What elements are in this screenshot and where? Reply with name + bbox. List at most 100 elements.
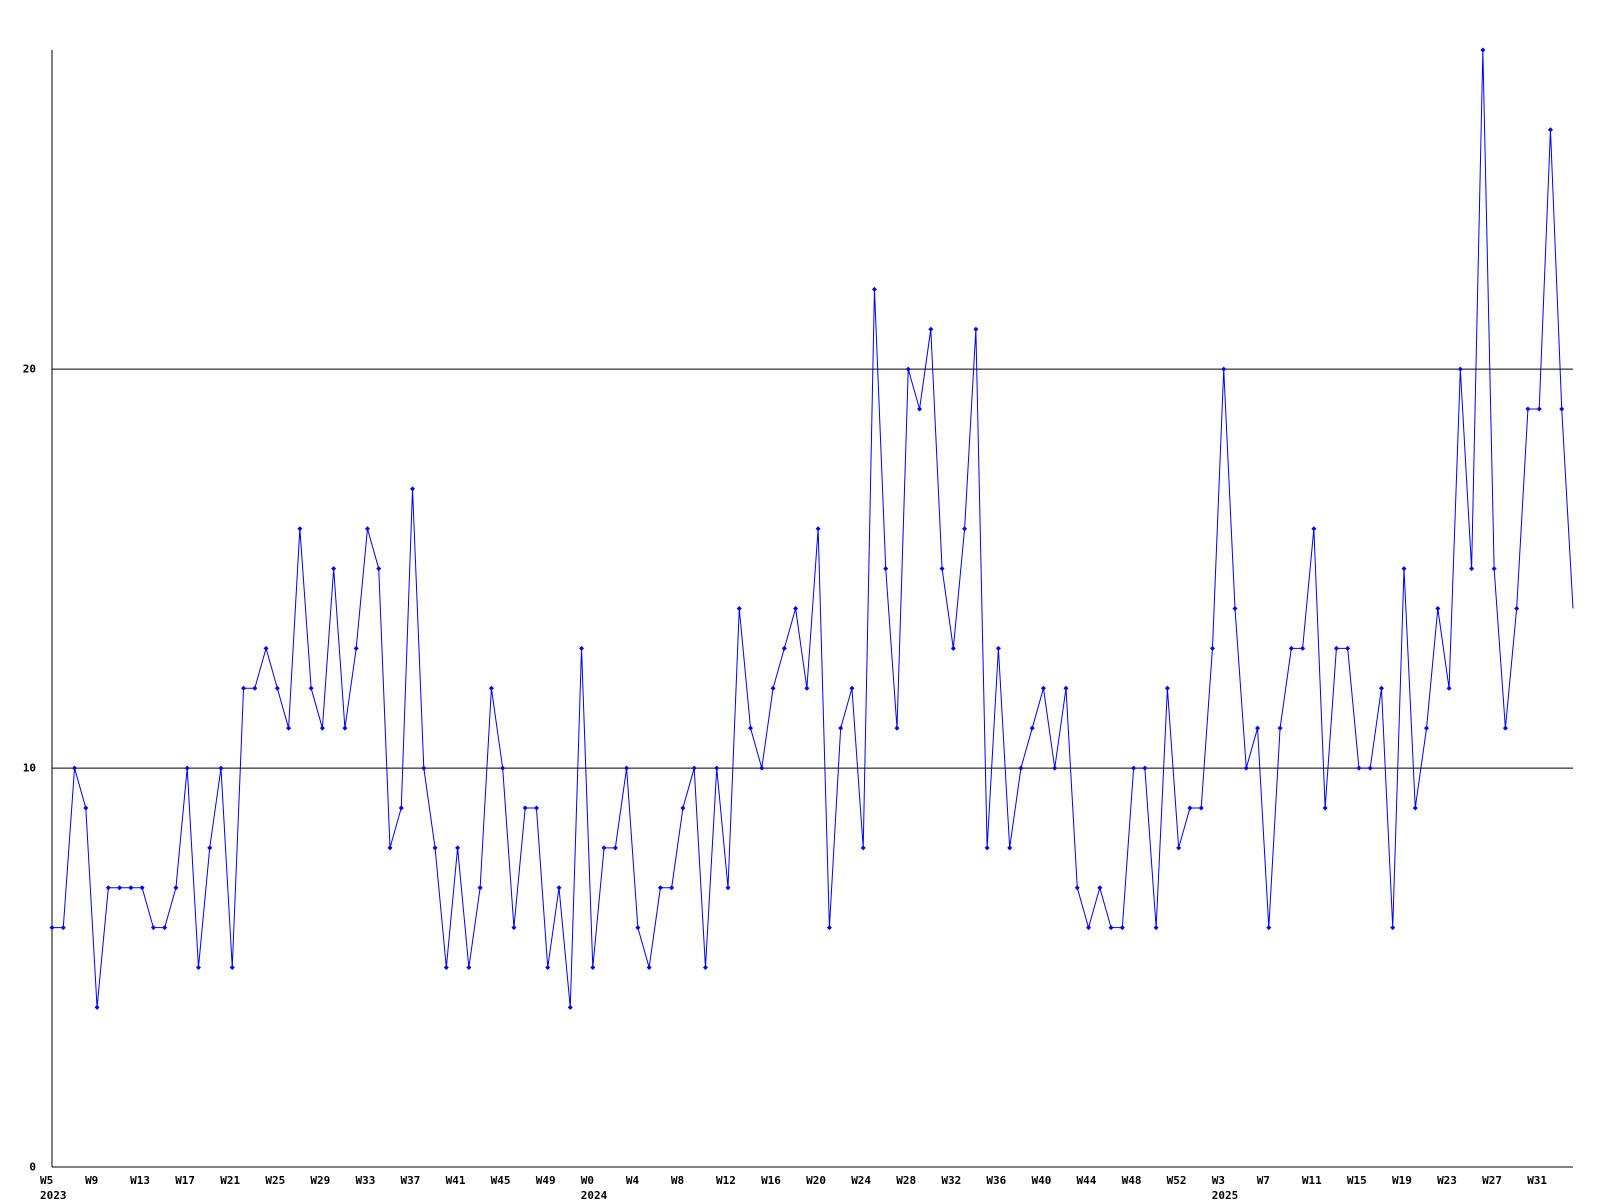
point xyxy=(1029,725,1035,731)
point xyxy=(1559,406,1565,412)
x-tick-label: W52 xyxy=(1166,1174,1187,1187)
x-tick-label: W3 2025 xyxy=(1211,1174,1239,1200)
point xyxy=(612,845,618,851)
point xyxy=(1007,845,1013,851)
point xyxy=(1502,725,1508,731)
point xyxy=(1209,645,1215,651)
point xyxy=(60,925,66,931)
point xyxy=(128,885,134,891)
point xyxy=(1547,127,1553,133)
point xyxy=(477,885,483,891)
point xyxy=(1491,566,1497,572)
point xyxy=(826,925,832,931)
point xyxy=(1311,526,1317,532)
x-tick-label: W28 xyxy=(896,1174,917,1187)
point xyxy=(207,845,213,851)
point xyxy=(1198,805,1204,811)
point xyxy=(511,925,517,931)
point xyxy=(883,566,889,572)
point xyxy=(466,965,472,971)
x-tick-label: W36 xyxy=(986,1174,1007,1187)
x-tick-label: W17 xyxy=(175,1174,196,1187)
point xyxy=(421,765,427,771)
x-tick-label: W45 xyxy=(490,1174,511,1187)
x-tick-label: W31 xyxy=(1527,1174,1548,1187)
x-tick-label: W27 xyxy=(1482,1174,1502,1187)
point xyxy=(342,725,348,731)
point xyxy=(522,805,528,811)
point xyxy=(274,685,280,691)
x-tick-label: W16 xyxy=(761,1174,781,1187)
point xyxy=(218,765,224,771)
x-tick-label: W49 xyxy=(535,1174,556,1187)
point xyxy=(657,885,663,891)
x-tick-label: W48 xyxy=(1121,1174,1142,1187)
point xyxy=(1074,885,1080,891)
point xyxy=(680,805,686,811)
x-tick-label: W13 xyxy=(130,1174,150,1187)
point xyxy=(1536,406,1542,412)
x-tick-label: W32 xyxy=(941,1174,962,1187)
point xyxy=(49,925,55,931)
point xyxy=(1086,925,1092,931)
point xyxy=(860,845,866,851)
x-tick-label: W4 xyxy=(625,1174,640,1187)
point xyxy=(1153,925,1159,931)
x-tick-label: W9 xyxy=(85,1174,99,1187)
point xyxy=(117,885,123,891)
point xyxy=(1457,366,1463,372)
y-tick-label: 20 xyxy=(22,362,36,376)
point xyxy=(556,885,562,891)
point xyxy=(748,725,754,731)
x-tick-label: W5 2023 xyxy=(40,1174,67,1200)
point xyxy=(579,645,585,651)
point xyxy=(83,805,89,811)
x-tick-label: W20 xyxy=(806,1174,826,1187)
point xyxy=(736,606,742,611)
point xyxy=(781,645,787,651)
point xyxy=(150,925,156,931)
point xyxy=(184,765,190,771)
point xyxy=(105,885,111,891)
point xyxy=(398,805,404,811)
point xyxy=(72,765,78,771)
point xyxy=(1345,645,1351,651)
point xyxy=(1480,47,1486,53)
point xyxy=(1131,765,1137,771)
point xyxy=(139,885,145,891)
point xyxy=(94,1004,100,1010)
point xyxy=(759,765,765,771)
x-tick-label: W8 xyxy=(670,1174,685,1187)
x-tick-label: W21 xyxy=(220,1174,241,1187)
line xyxy=(52,49,1574,1008)
x-tick-label: W41 xyxy=(445,1174,466,1187)
point xyxy=(1052,765,1058,771)
point xyxy=(1435,606,1441,611)
point xyxy=(646,965,652,971)
point xyxy=(939,566,945,572)
point xyxy=(1243,765,1249,771)
point xyxy=(173,885,179,891)
point xyxy=(286,725,292,731)
x-tick-label: W15 xyxy=(1346,1174,1367,1187)
x-tick-label: W37 xyxy=(400,1174,421,1187)
point xyxy=(1367,765,1373,771)
point xyxy=(917,406,923,412)
point xyxy=(1187,805,1193,811)
point xyxy=(410,486,416,492)
point xyxy=(195,965,201,971)
point xyxy=(1390,925,1396,931)
point xyxy=(1525,406,1531,412)
point xyxy=(838,725,844,731)
point xyxy=(601,845,607,851)
point xyxy=(928,326,934,332)
y-tick-label: 0 xyxy=(29,1160,36,1174)
point xyxy=(331,566,337,572)
point xyxy=(1401,566,1407,572)
point xyxy=(1119,925,1125,931)
point xyxy=(1356,765,1362,771)
y-tick-label: 10 xyxy=(22,761,36,775)
point xyxy=(1097,885,1103,891)
point xyxy=(545,965,551,971)
point xyxy=(432,845,438,851)
